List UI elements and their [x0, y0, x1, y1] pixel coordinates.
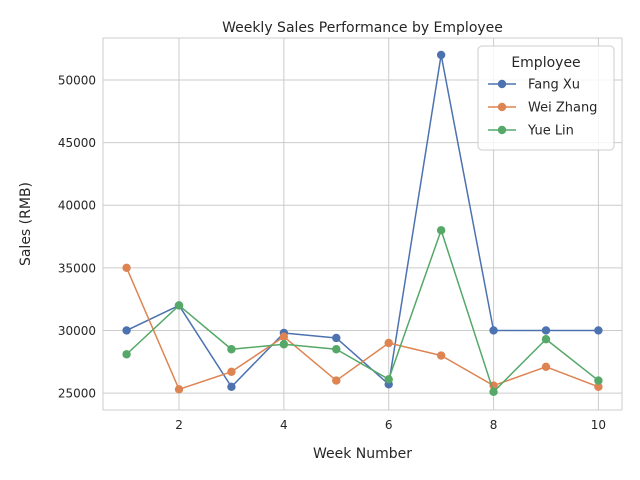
legend-item: Wei Zhang [488, 101, 597, 116]
data-point [332, 345, 341, 354]
chart-title: Weekly Sales Performance by Employee [222, 20, 503, 36]
data-point [332, 333, 341, 343]
series-group [122, 50, 603, 397]
x-tick-label: 4 [280, 418, 288, 432]
data-point [541, 326, 551, 335]
data-point [174, 301, 184, 310]
data-point [541, 362, 551, 371]
series-line [125, 267, 599, 391]
legend-marker [497, 125, 507, 135]
data-point [279, 332, 289, 341]
x-tick-label: 2 [175, 418, 183, 432]
data-point [594, 326, 603, 335]
data-point [594, 376, 603, 385]
data-point [436, 50, 446, 60]
data-point [384, 338, 393, 348]
y-tick-label: 45000 [58, 136, 96, 150]
data-point [279, 340, 289, 349]
y-tick-label: 35000 [58, 261, 96, 275]
data-point [227, 345, 236, 354]
data-point [436, 351, 446, 360]
x-tick-label: 6 [385, 418, 393, 432]
data-point [122, 350, 131, 359]
data-point [227, 382, 236, 392]
y-tick-label: 50000 [58, 73, 96, 87]
series-yue-lin [122, 226, 603, 397]
data-point [594, 382, 603, 392]
series-wei-zhang [122, 263, 603, 394]
legend-title: Employee [511, 55, 580, 71]
data-point [227, 367, 236, 376]
data-point [489, 326, 498, 335]
data-point [489, 387, 498, 397]
legend-items: Fang Xu Wei Zhang Yue Lin [488, 78, 597, 139]
series-line [126, 229, 599, 393]
data-point [122, 263, 131, 273]
data-point [384, 375, 393, 384]
x-tick-label: 10 [591, 418, 606, 432]
legend-label: Yue Lin [527, 124, 574, 139]
data-point [332, 376, 341, 385]
legend-label: Fang Xu [528, 78, 580, 93]
legend-marker [497, 102, 507, 112]
data-point [541, 335, 551, 344]
legend-label: Wei Zhang [528, 101, 597, 116]
legend-item: Fang Xu [488, 78, 580, 93]
plot-frame [102, 37, 623, 411]
x-tick-label: 8 [490, 418, 498, 432]
y-tick-label: 40000 [58, 199, 96, 213]
data-point [436, 226, 446, 235]
y-axis-label: Sales (RMB) [18, 182, 34, 266]
legend: Employee Fang Xu Wei Zhang Yue Lin [477, 45, 615, 151]
data-point [122, 326, 131, 335]
y-tick-label: 25000 [58, 387, 96, 401]
data-point [174, 385, 184, 394]
x-axis-label: Week Number [313, 446, 412, 462]
y-tick-label: 30000 [58, 324, 96, 338]
legend-item: Yue Lin [488, 124, 574, 139]
tick-labels: 2 4 6 8 10 25000 30000 35000 40000 45000 50000 [58, 73, 606, 432]
legend-marker [497, 79, 507, 89]
legend-box [477, 45, 615, 151]
